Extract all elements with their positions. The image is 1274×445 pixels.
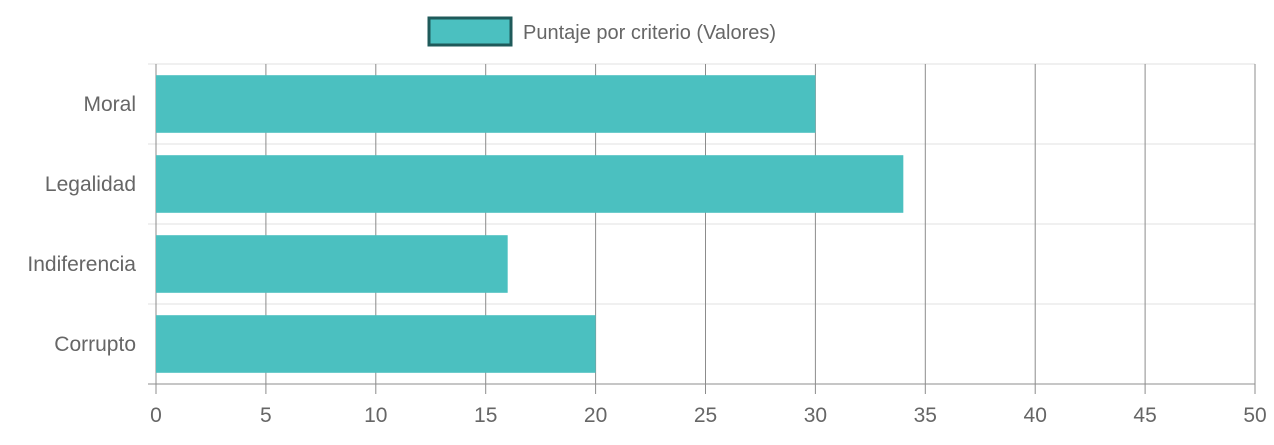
x-tick-label: 40 <box>1024 404 1047 427</box>
bar-indiferencia <box>156 235 508 293</box>
legend-swatch <box>427 16 513 47</box>
bars <box>156 75 904 373</box>
bar-legalidad <box>156 155 904 213</box>
x-axis-labels: 0 5 10 15 20 25 30 35 40 45 50 <box>150 404 1267 427</box>
x-tick-label: 45 <box>1133 404 1156 427</box>
y-tick-label: Moral <box>83 93 136 116</box>
bar-corrupto <box>156 315 596 373</box>
x-tick-label: 30 <box>804 404 827 427</box>
y-tick-label: Corrupto <box>54 333 136 356</box>
bar-moral <box>156 75 816 133</box>
legend-label: Puntaje por criterio (Valores) <box>523 22 776 44</box>
x-tick-label: 15 <box>474 404 497 427</box>
x-tick-label: 50 <box>1243 404 1266 427</box>
y-tick-label: Indiferencia <box>27 253 136 276</box>
x-tick-label: 0 <box>150 404 162 427</box>
y-axis-labels: Moral Legalidad Indiferencia Corrupto <box>27 93 136 356</box>
x-tick-label: 25 <box>694 404 717 427</box>
y-tick-label: Legalidad <box>45 173 136 196</box>
x-tick-label: 10 <box>364 404 387 427</box>
x-tick-label: 35 <box>914 404 937 427</box>
x-tick-label: 5 <box>260 404 272 427</box>
x-tick-label: 20 <box>584 404 607 427</box>
legend[interactable]: Puntaje por criterio (Valores) <box>427 16 776 47</box>
